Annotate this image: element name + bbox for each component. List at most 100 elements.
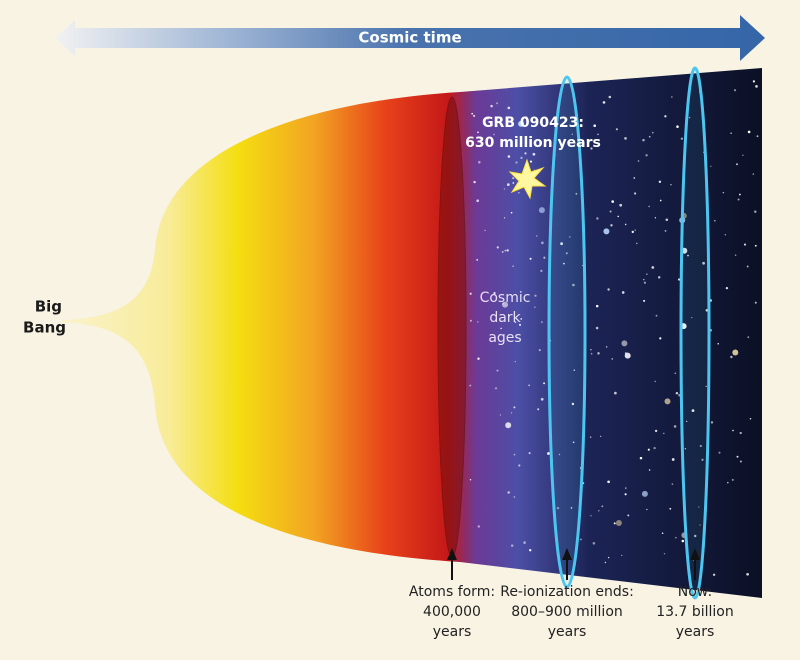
star — [619, 203, 623, 207]
star — [590, 147, 593, 150]
star — [471, 112, 474, 115]
star — [603, 228, 610, 235]
star — [532, 152, 536, 156]
star — [514, 360, 516, 363]
star — [754, 244, 757, 247]
star — [590, 515, 592, 517]
star — [579, 538, 582, 541]
arrow-label: Cosmic time — [358, 29, 461, 47]
star — [733, 89, 737, 92]
star — [534, 294, 537, 297]
star — [710, 421, 714, 424]
star — [601, 505, 604, 508]
star — [646, 508, 648, 511]
star — [504, 249, 507, 252]
star — [538, 349, 541, 352]
star — [752, 173, 755, 175]
dark-ages-label: dark — [489, 310, 521, 326]
star — [717, 342, 719, 345]
star — [503, 188, 506, 190]
star — [493, 292, 496, 295]
star — [699, 444, 702, 448]
star — [684, 448, 687, 450]
burst-label: 630 million years — [465, 135, 601, 151]
star — [512, 182, 515, 184]
star — [634, 229, 636, 231]
star — [752, 80, 756, 83]
star — [502, 303, 504, 305]
star — [513, 406, 516, 409]
star — [595, 304, 599, 308]
star — [673, 425, 677, 428]
star — [686, 420, 688, 423]
star — [506, 249, 509, 252]
star — [518, 191, 520, 194]
star — [653, 446, 656, 450]
star — [756, 135, 759, 138]
star — [540, 397, 544, 401]
milestone-label: Re-ionization ends: — [500, 584, 634, 600]
star — [754, 301, 757, 304]
star — [541, 241, 544, 245]
star — [648, 135, 651, 138]
pointer-head — [562, 548, 572, 560]
star — [725, 286, 729, 290]
milestone-label: 800–900 million — [511, 604, 623, 620]
star — [600, 435, 602, 438]
star — [477, 357, 480, 360]
star — [746, 265, 749, 268]
star — [730, 355, 733, 359]
star — [473, 180, 476, 184]
star — [512, 177, 515, 180]
star — [614, 391, 617, 395]
star — [727, 481, 729, 484]
star — [595, 326, 599, 330]
star — [536, 235, 538, 237]
origin-label: Bang — [23, 319, 66, 337]
star — [607, 556, 610, 559]
star — [641, 490, 648, 497]
star — [534, 306, 536, 308]
star — [575, 192, 578, 195]
star — [739, 431, 742, 435]
star — [663, 552, 666, 555]
star — [529, 549, 532, 552]
star — [597, 352, 600, 355]
star — [486, 116, 490, 120]
star — [691, 409, 695, 412]
star — [570, 507, 573, 509]
star — [732, 349, 739, 356]
star — [657, 276, 661, 279]
star — [736, 455, 739, 458]
star — [680, 137, 684, 140]
star — [572, 283, 575, 287]
star — [654, 380, 656, 383]
star — [501, 250, 504, 253]
star — [529, 257, 532, 260]
star — [507, 491, 510, 494]
star — [596, 217, 599, 220]
star — [496, 102, 498, 105]
star — [528, 452, 531, 455]
star — [598, 510, 600, 512]
star — [710, 165, 712, 167]
star — [749, 417, 752, 420]
star — [513, 496, 516, 498]
star — [654, 217, 657, 219]
star — [512, 265, 514, 267]
star — [621, 291, 625, 294]
star — [669, 507, 672, 510]
star — [565, 252, 568, 255]
star — [664, 230, 667, 232]
star — [637, 160, 640, 162]
star — [502, 301, 508, 308]
star — [624, 493, 627, 496]
star — [543, 382, 546, 385]
milestone-label: years — [548, 624, 587, 640]
star — [746, 572, 749, 576]
star — [624, 223, 627, 226]
burst-label: GRB 090423: — [482, 115, 584, 131]
star — [747, 336, 750, 339]
star — [523, 541, 526, 544]
